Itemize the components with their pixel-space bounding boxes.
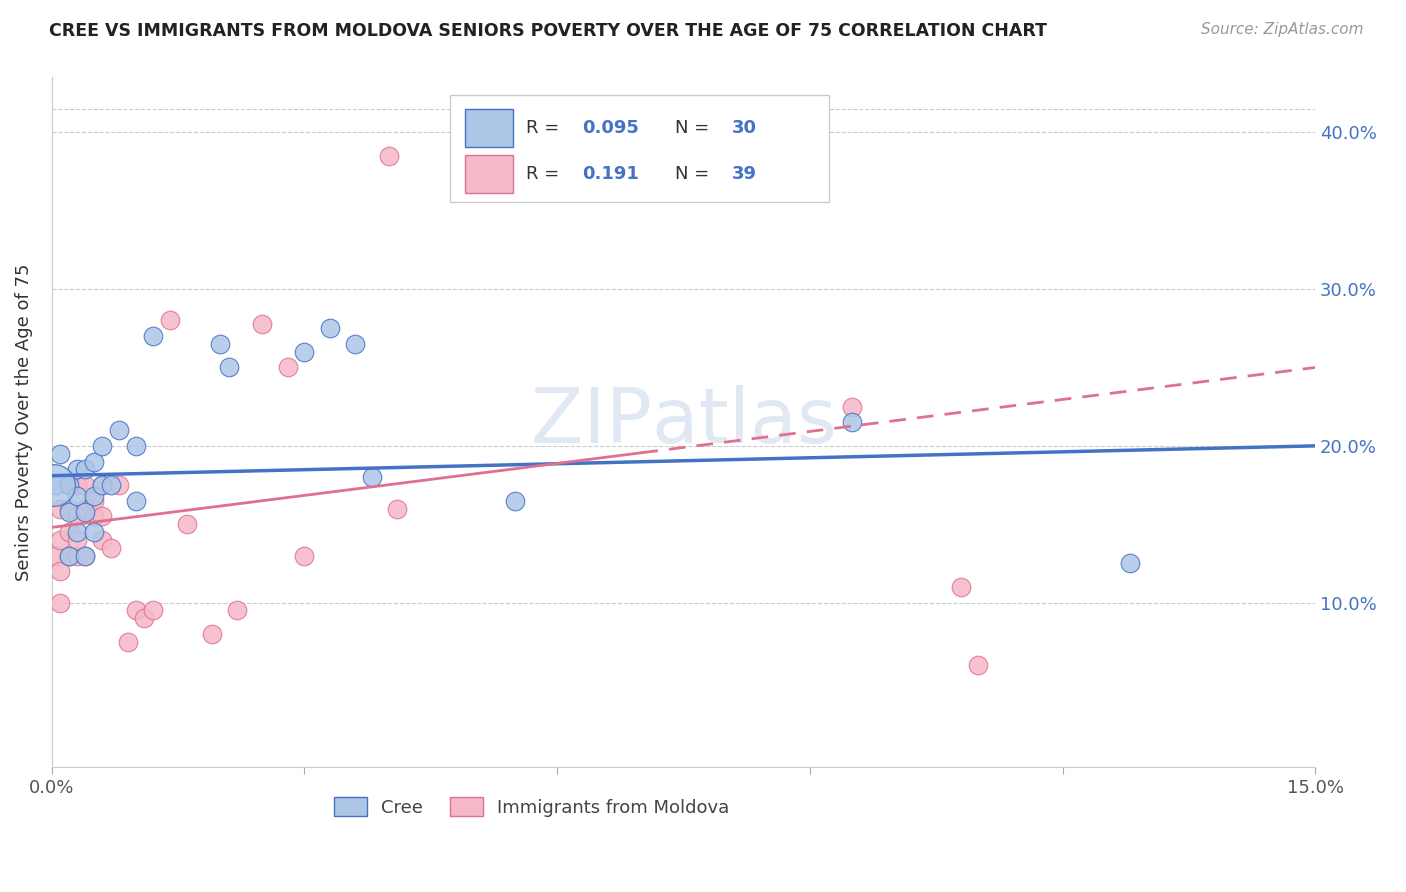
Point: [108, 478, 131, 492]
Point: [58, 501, 80, 516]
Point: [201, 627, 224, 641]
Point: [66, 462, 89, 476]
Point: [66, 489, 89, 503]
Point: [841, 415, 863, 429]
Text: Source: ZipAtlas.com: Source: ZipAtlas.com: [1201, 22, 1364, 37]
Point: [142, 329, 165, 343]
Point: [100, 541, 122, 555]
Point: [83, 489, 105, 503]
Point: [75, 501, 97, 516]
Bar: [465, 155, 513, 193]
Point: [66, 549, 89, 563]
Point: [91, 509, 114, 524]
Point: [75, 478, 97, 492]
Point: [134, 611, 156, 625]
Point: [841, 400, 863, 414]
Legend: Cree, Immigrants from Moldova: Cree, Immigrants from Moldova: [328, 790, 737, 824]
Bar: [465, 109, 513, 147]
Point: [75, 462, 97, 476]
Point: [91, 478, 114, 492]
Point: [58, 505, 80, 519]
Text: 30: 30: [731, 119, 756, 136]
Point: [49, 596, 72, 610]
Point: [58, 549, 80, 563]
Point: [218, 360, 240, 375]
Point: [294, 549, 316, 563]
Point: [125, 603, 148, 617]
Point: [503, 493, 526, 508]
Point: [950, 580, 973, 594]
Point: [83, 509, 105, 524]
Point: [1119, 557, 1142, 571]
Point: [66, 509, 89, 524]
Point: [343, 337, 366, 351]
Point: [45, 478, 67, 492]
Text: 0.095: 0.095: [582, 119, 640, 136]
Text: ZIP​atlas: ZIP​atlas: [530, 385, 837, 459]
Point: [252, 317, 274, 331]
Point: [294, 344, 316, 359]
Point: [58, 478, 80, 492]
Point: [319, 321, 342, 335]
Point: [125, 439, 148, 453]
Point: [108, 423, 131, 437]
FancyBboxPatch shape: [450, 95, 828, 202]
Point: [83, 525, 105, 540]
Point: [83, 454, 105, 468]
Point: [91, 439, 114, 453]
Point: [125, 493, 148, 508]
Point: [75, 549, 97, 563]
Point: [226, 603, 249, 617]
Point: [209, 337, 232, 351]
Point: [83, 493, 105, 508]
Point: [66, 478, 89, 492]
Point: [49, 564, 72, 578]
Point: [66, 525, 89, 540]
Text: R =: R =: [526, 119, 565, 136]
Point: [75, 505, 97, 519]
Text: CREE VS IMMIGRANTS FROM MOLDOVA SENIORS POVERTY OVER THE AGE OF 75 CORRELATION C: CREE VS IMMIGRANTS FROM MOLDOVA SENIORS …: [49, 22, 1047, 40]
Point: [967, 658, 990, 673]
Point: [142, 603, 165, 617]
Point: [159, 313, 181, 327]
Text: R =: R =: [526, 165, 571, 183]
Y-axis label: Seniors Poverty Over the Age of 75: Seniors Poverty Over the Age of 75: [15, 264, 32, 581]
Point: [176, 517, 198, 532]
Point: [44, 478, 66, 492]
Point: [385, 501, 408, 516]
Point: [45, 549, 67, 563]
Point: [100, 478, 122, 492]
Text: 0.191: 0.191: [582, 165, 640, 183]
Point: [66, 533, 89, 547]
Point: [58, 525, 80, 540]
Text: 39: 39: [731, 165, 756, 183]
Point: [49, 447, 72, 461]
Point: [49, 533, 72, 547]
Point: [49, 501, 72, 516]
Point: [91, 533, 114, 547]
Point: [91, 478, 114, 492]
Text: N =: N =: [675, 165, 714, 183]
Point: [377, 149, 399, 163]
Point: [117, 635, 139, 649]
Point: [58, 549, 80, 563]
Text: N =: N =: [675, 119, 714, 136]
Point: [75, 549, 97, 563]
Point: [360, 470, 382, 484]
Point: [58, 478, 80, 492]
Point: [277, 360, 299, 375]
